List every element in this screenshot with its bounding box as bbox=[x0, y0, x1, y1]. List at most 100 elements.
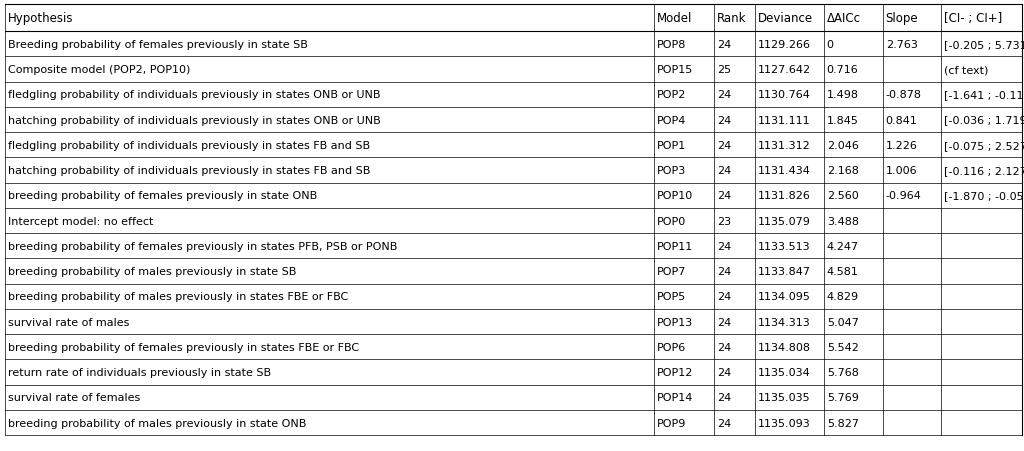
Text: 24: 24 bbox=[717, 90, 731, 100]
Text: survival rate of females: survival rate of females bbox=[8, 392, 140, 402]
Text: POP13: POP13 bbox=[657, 317, 693, 327]
Text: Slope: Slope bbox=[886, 12, 919, 25]
Text: [-1.870 ; -0.058]: [-1.870 ; -0.058] bbox=[944, 191, 1024, 201]
Text: 4.247: 4.247 bbox=[826, 241, 859, 251]
Text: 1130.764: 1130.764 bbox=[758, 90, 810, 100]
Text: 1133.847: 1133.847 bbox=[758, 267, 811, 276]
Text: 1131.111: 1131.111 bbox=[758, 115, 810, 125]
Text: POP1: POP1 bbox=[657, 140, 686, 151]
Text: 2.560: 2.560 bbox=[826, 191, 858, 201]
Text: 5.827: 5.827 bbox=[826, 418, 859, 428]
Text: Breeding probability of females previously in state SB: Breeding probability of females previous… bbox=[8, 40, 308, 50]
Text: (cf text): (cf text) bbox=[944, 65, 988, 75]
Text: Deviance: Deviance bbox=[758, 12, 813, 25]
Text: [-0.075 ; 2.527]: [-0.075 ; 2.527] bbox=[944, 140, 1024, 151]
Text: breeding probability of females previously in states PFB, PSB or PONB: breeding probability of females previous… bbox=[8, 241, 397, 251]
Text: fledgling probability of individuals previously in states ONB or UNB: fledgling probability of individuals pre… bbox=[8, 90, 381, 100]
Text: 24: 24 bbox=[717, 140, 731, 151]
Text: Model: Model bbox=[657, 12, 692, 25]
Text: hatching probability of individuals previously in states ONB or UNB: hatching probability of individuals prev… bbox=[8, 115, 381, 125]
Text: 1.845: 1.845 bbox=[826, 115, 858, 125]
Text: POP11: POP11 bbox=[657, 241, 693, 251]
Text: POP7: POP7 bbox=[657, 267, 686, 276]
Text: POP4: POP4 bbox=[657, 115, 686, 125]
Text: 1131.826: 1131.826 bbox=[758, 191, 810, 201]
Text: Hypothesis: Hypothesis bbox=[8, 12, 74, 25]
Text: 24: 24 bbox=[717, 292, 731, 302]
Text: 1.498: 1.498 bbox=[826, 90, 859, 100]
Text: fledgling probability of individuals previously in states FB and SB: fledgling probability of individuals pre… bbox=[8, 140, 371, 151]
Text: 24: 24 bbox=[717, 166, 731, 175]
Text: Intercept model: no effect: Intercept model: no effect bbox=[8, 216, 154, 226]
Text: [CI- ; CI+]: [CI- ; CI+] bbox=[944, 12, 1001, 25]
Text: 1129.266: 1129.266 bbox=[758, 40, 811, 50]
Text: 5.768: 5.768 bbox=[826, 367, 858, 377]
Text: 1135.034: 1135.034 bbox=[758, 367, 810, 377]
Text: return rate of individuals previously in state SB: return rate of individuals previously in… bbox=[8, 367, 271, 377]
Text: 1.226: 1.226 bbox=[886, 140, 918, 151]
Text: 0.841: 0.841 bbox=[886, 115, 918, 125]
Text: -0.878: -0.878 bbox=[886, 90, 922, 100]
Text: [-0.205 ; 5.731]: [-0.205 ; 5.731] bbox=[944, 40, 1024, 50]
Text: POP10: POP10 bbox=[657, 191, 693, 201]
Text: 1135.079: 1135.079 bbox=[758, 216, 810, 226]
Text: 24: 24 bbox=[717, 115, 731, 125]
Text: [-1.641 ; -0.114]: [-1.641 ; -0.114] bbox=[944, 90, 1024, 100]
Text: 5.542: 5.542 bbox=[826, 342, 858, 352]
Text: Composite model (POP2, POP10): Composite model (POP2, POP10) bbox=[8, 65, 190, 75]
Text: 24: 24 bbox=[717, 367, 731, 377]
Text: breeding probability of males previously in state ONB: breeding probability of males previously… bbox=[8, 418, 306, 428]
Text: 1131.312: 1131.312 bbox=[758, 140, 810, 151]
Text: 24: 24 bbox=[717, 418, 731, 428]
Text: 5.047: 5.047 bbox=[826, 317, 858, 327]
Text: survival rate of males: survival rate of males bbox=[8, 317, 130, 327]
Text: 1.006: 1.006 bbox=[886, 166, 918, 175]
Text: POP15: POP15 bbox=[657, 65, 693, 75]
Text: 5.769: 5.769 bbox=[826, 392, 858, 402]
Text: 24: 24 bbox=[717, 342, 731, 352]
Text: 1134.095: 1134.095 bbox=[758, 292, 810, 302]
Text: POP5: POP5 bbox=[657, 292, 686, 302]
Text: 0: 0 bbox=[826, 40, 834, 50]
Text: hatching probability of individuals previously in states FB and SB: hatching probability of individuals prev… bbox=[8, 166, 371, 175]
Text: 1131.434: 1131.434 bbox=[758, 166, 810, 175]
Text: 24: 24 bbox=[717, 40, 731, 50]
Text: 24: 24 bbox=[717, 392, 731, 402]
Text: breeding probability of females previously in states FBE or FBC: breeding probability of females previous… bbox=[8, 342, 359, 352]
Text: ΔAICc: ΔAICc bbox=[826, 12, 861, 25]
Text: POP12: POP12 bbox=[657, 367, 693, 377]
Text: 1133.513: 1133.513 bbox=[758, 241, 810, 251]
Text: 2.046: 2.046 bbox=[826, 140, 858, 151]
Text: 25: 25 bbox=[717, 65, 731, 75]
Text: [-0.116 ; 2.127]: [-0.116 ; 2.127] bbox=[944, 166, 1024, 175]
Text: 24: 24 bbox=[717, 267, 731, 276]
Text: 24: 24 bbox=[717, 191, 731, 201]
Text: 1135.093: 1135.093 bbox=[758, 418, 810, 428]
Text: 23: 23 bbox=[717, 216, 731, 226]
Text: 2.763: 2.763 bbox=[886, 40, 918, 50]
Text: POP3: POP3 bbox=[657, 166, 686, 175]
Text: 4.829: 4.829 bbox=[826, 292, 859, 302]
Text: breeding probability of females previously in state ONB: breeding probability of females previous… bbox=[8, 191, 317, 201]
Text: POP2: POP2 bbox=[657, 90, 686, 100]
Text: 24: 24 bbox=[717, 317, 731, 327]
Text: 1134.313: 1134.313 bbox=[758, 317, 810, 327]
Text: breeding probability of males previously in states FBE or FBC: breeding probability of males previously… bbox=[8, 292, 348, 302]
Text: POP6: POP6 bbox=[657, 342, 686, 352]
Text: Rank: Rank bbox=[717, 12, 746, 25]
Text: POP9: POP9 bbox=[657, 418, 686, 428]
Text: POP0: POP0 bbox=[657, 216, 686, 226]
Text: [-0.036 ; 1.719]: [-0.036 ; 1.719] bbox=[944, 115, 1024, 125]
Text: POP14: POP14 bbox=[657, 392, 693, 402]
Text: 1135.035: 1135.035 bbox=[758, 392, 810, 402]
Text: breeding probability of males previously in state SB: breeding probability of males previously… bbox=[8, 267, 297, 276]
Text: 24: 24 bbox=[717, 241, 731, 251]
Text: POP8: POP8 bbox=[657, 40, 686, 50]
Text: 4.581: 4.581 bbox=[826, 267, 858, 276]
Text: 2.168: 2.168 bbox=[826, 166, 858, 175]
Text: 1134.808: 1134.808 bbox=[758, 342, 811, 352]
Text: -0.964: -0.964 bbox=[886, 191, 922, 201]
Text: 0.716: 0.716 bbox=[826, 65, 858, 75]
Text: 1127.642: 1127.642 bbox=[758, 65, 811, 75]
Text: 3.488: 3.488 bbox=[826, 216, 859, 226]
